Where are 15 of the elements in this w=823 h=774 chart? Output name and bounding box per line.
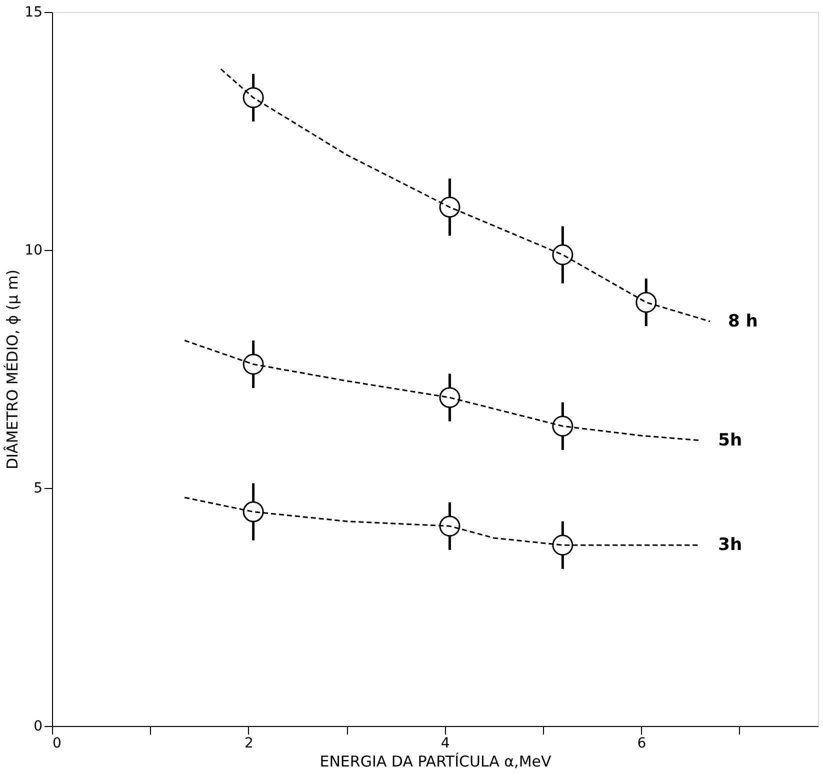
series-label: 8 h <box>728 311 758 332</box>
x-axis-title: ENERGIA DA PARTÍCULA α,MeV <box>320 752 552 770</box>
line-series <box>220 68 711 322</box>
y-tick-label: 10 <box>24 242 42 258</box>
line-series <box>184 340 701 442</box>
x-tick-label: 2 <box>244 736 254 752</box>
x-tick-label: 6 <box>637 736 646 752</box>
y-tick-label: 5 <box>34 480 42 496</box>
x-tick-label: 0 <box>52 736 62 752</box>
y-axis-title: DIÂMETRO MÉDIO, ϕ (μ m) <box>4 270 22 470</box>
series-label: 5h <box>718 430 742 450</box>
y-tick-label: 0 <box>34 718 42 734</box>
y-tick-label: 15 <box>24 4 42 20</box>
x-tick-label: 4 <box>440 736 450 752</box>
series-label: 3h <box>718 535 742 556</box>
